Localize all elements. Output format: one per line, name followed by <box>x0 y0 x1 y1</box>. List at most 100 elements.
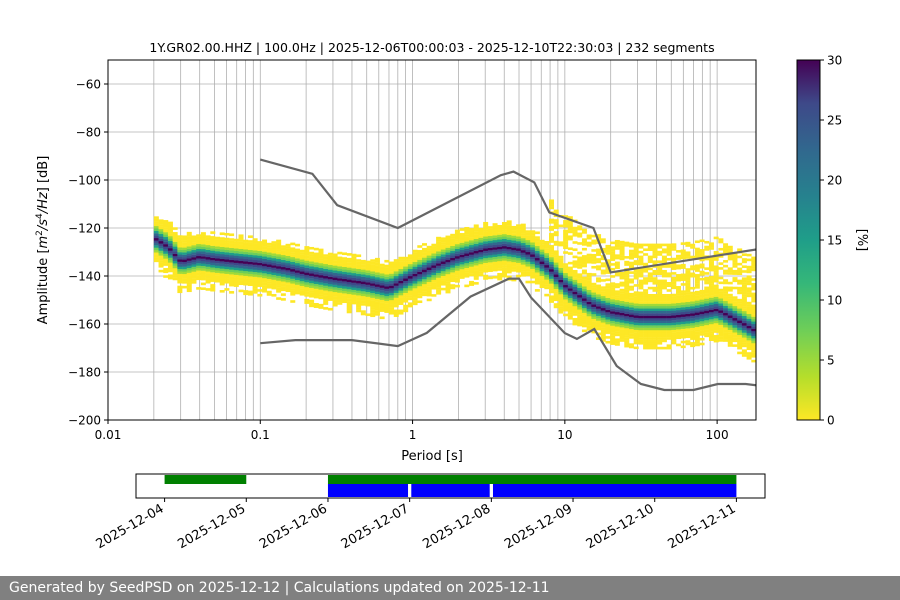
psd-density-cell <box>605 244 611 248</box>
psd-density-cell <box>200 260 206 264</box>
psd-density-cell <box>614 295 620 298</box>
psd-density-cell <box>699 294 705 298</box>
psd-density-cell <box>624 241 630 245</box>
psd-density-cell <box>746 289 752 293</box>
psd-density-cell <box>459 273 465 277</box>
psd-density-cell <box>539 266 545 269</box>
psd-density-cell <box>741 344 747 348</box>
psd-density-cell <box>671 315 677 318</box>
psd-density-cell <box>596 303 602 307</box>
psd-density-cell <box>464 236 470 240</box>
psd-density-cell <box>191 240 197 243</box>
psd-density-cell <box>323 285 329 289</box>
psd-density-cell <box>478 256 484 260</box>
psd-density-cell <box>680 242 686 245</box>
psd-density-cell <box>614 266 620 269</box>
psd-density-cell <box>210 284 216 287</box>
psd-density-cell <box>661 337 667 340</box>
psd-density-cell <box>158 228 164 232</box>
psd-density-cell <box>290 259 296 262</box>
psd-density-cell <box>572 291 578 295</box>
psd-density-cell <box>318 265 324 269</box>
psd-density-cell <box>426 257 432 261</box>
psd-density-cell <box>294 286 300 290</box>
psd-density-cell <box>327 276 333 280</box>
psd-density-cell <box>671 286 677 290</box>
psd-density-cell <box>610 318 616 321</box>
psd-density-cell <box>741 322 747 326</box>
psd-density-cell <box>426 267 432 271</box>
psd-density-cell <box>544 262 550 266</box>
psd-density-cell <box>356 300 362 303</box>
psd-density-cell <box>280 259 286 263</box>
psd-density-cell <box>657 250 663 254</box>
psd-density-cell <box>210 272 216 275</box>
psd-density-cell <box>318 277 324 281</box>
psd-density-cell <box>299 285 305 289</box>
psd-density-cell <box>210 288 216 292</box>
psd-density-cell <box>751 328 756 332</box>
psd-density-cell <box>360 279 366 282</box>
psd-density-cell <box>600 322 606 325</box>
psd-density-cell <box>483 265 489 268</box>
psd-density-cell <box>224 268 230 272</box>
psd-density-cell <box>299 292 305 296</box>
psd-density-cell <box>332 279 338 283</box>
psd-density-cell <box>563 215 569 218</box>
psd-density-cell <box>229 267 235 270</box>
psd-density-cell <box>403 275 409 279</box>
psd-density-cell <box>633 293 639 297</box>
psd-density-cell <box>633 255 639 258</box>
psd-density-cell <box>624 280 630 283</box>
psd-density-cell <box>440 273 446 276</box>
psd-density-cell <box>694 252 700 256</box>
psd-density-cell <box>581 317 587 321</box>
psd-density-cell <box>704 279 710 282</box>
psd-density-cell <box>497 251 503 254</box>
psd-density-cell <box>200 236 206 240</box>
psd-density-cell <box>210 274 216 278</box>
psd-density-cell <box>243 273 249 276</box>
psd-density-cell <box>285 243 291 247</box>
psd-density-cell <box>469 240 475 243</box>
psd-density-cell <box>530 271 536 274</box>
psd-density-cell <box>313 278 319 282</box>
psd-density-cell <box>586 304 592 307</box>
psd-density-cell <box>530 244 536 248</box>
psd-density-cell <box>431 262 437 266</box>
psd-density-cell <box>200 232 206 235</box>
psd-density-cell <box>685 285 691 288</box>
psd-density-cell <box>553 262 559 265</box>
psd-density-cell <box>751 359 756 363</box>
psd-density-cell <box>666 272 672 275</box>
psd-density-cell <box>153 216 159 219</box>
psd-density-cell <box>619 272 625 275</box>
psd-density-cell <box>252 283 258 287</box>
psd-density-cell <box>440 287 446 291</box>
psd-density-cell <box>497 272 503 276</box>
psd-density-cell <box>690 274 696 278</box>
psd-density-cell <box>708 328 714 332</box>
psd-density-cell <box>374 293 380 297</box>
psd-density-cell <box>182 259 188 263</box>
psd-density-cell <box>704 257 710 261</box>
psd-density-cell <box>506 263 512 267</box>
psd-density-cell <box>652 318 658 321</box>
psd-density-cell <box>285 251 291 254</box>
psd-density-cell <box>276 275 282 279</box>
psd-density-cell <box>652 315 658 319</box>
psd-density-cell <box>690 327 696 331</box>
psd-density-cell <box>309 299 315 303</box>
psd-density-cell <box>751 333 756 336</box>
psd-density-cell <box>473 265 479 268</box>
psd-density-cell <box>252 262 258 265</box>
psd-density-cell <box>459 276 465 279</box>
psd-density-cell <box>200 258 206 262</box>
psd-density-cell <box>624 287 630 290</box>
psd-density-cell <box>412 271 418 274</box>
psd-density-cell <box>356 288 362 291</box>
psd-density-cell <box>445 269 451 272</box>
psd-density-cell <box>713 270 719 273</box>
psd-density-cell <box>624 301 630 305</box>
psd-density-cell <box>497 236 503 240</box>
